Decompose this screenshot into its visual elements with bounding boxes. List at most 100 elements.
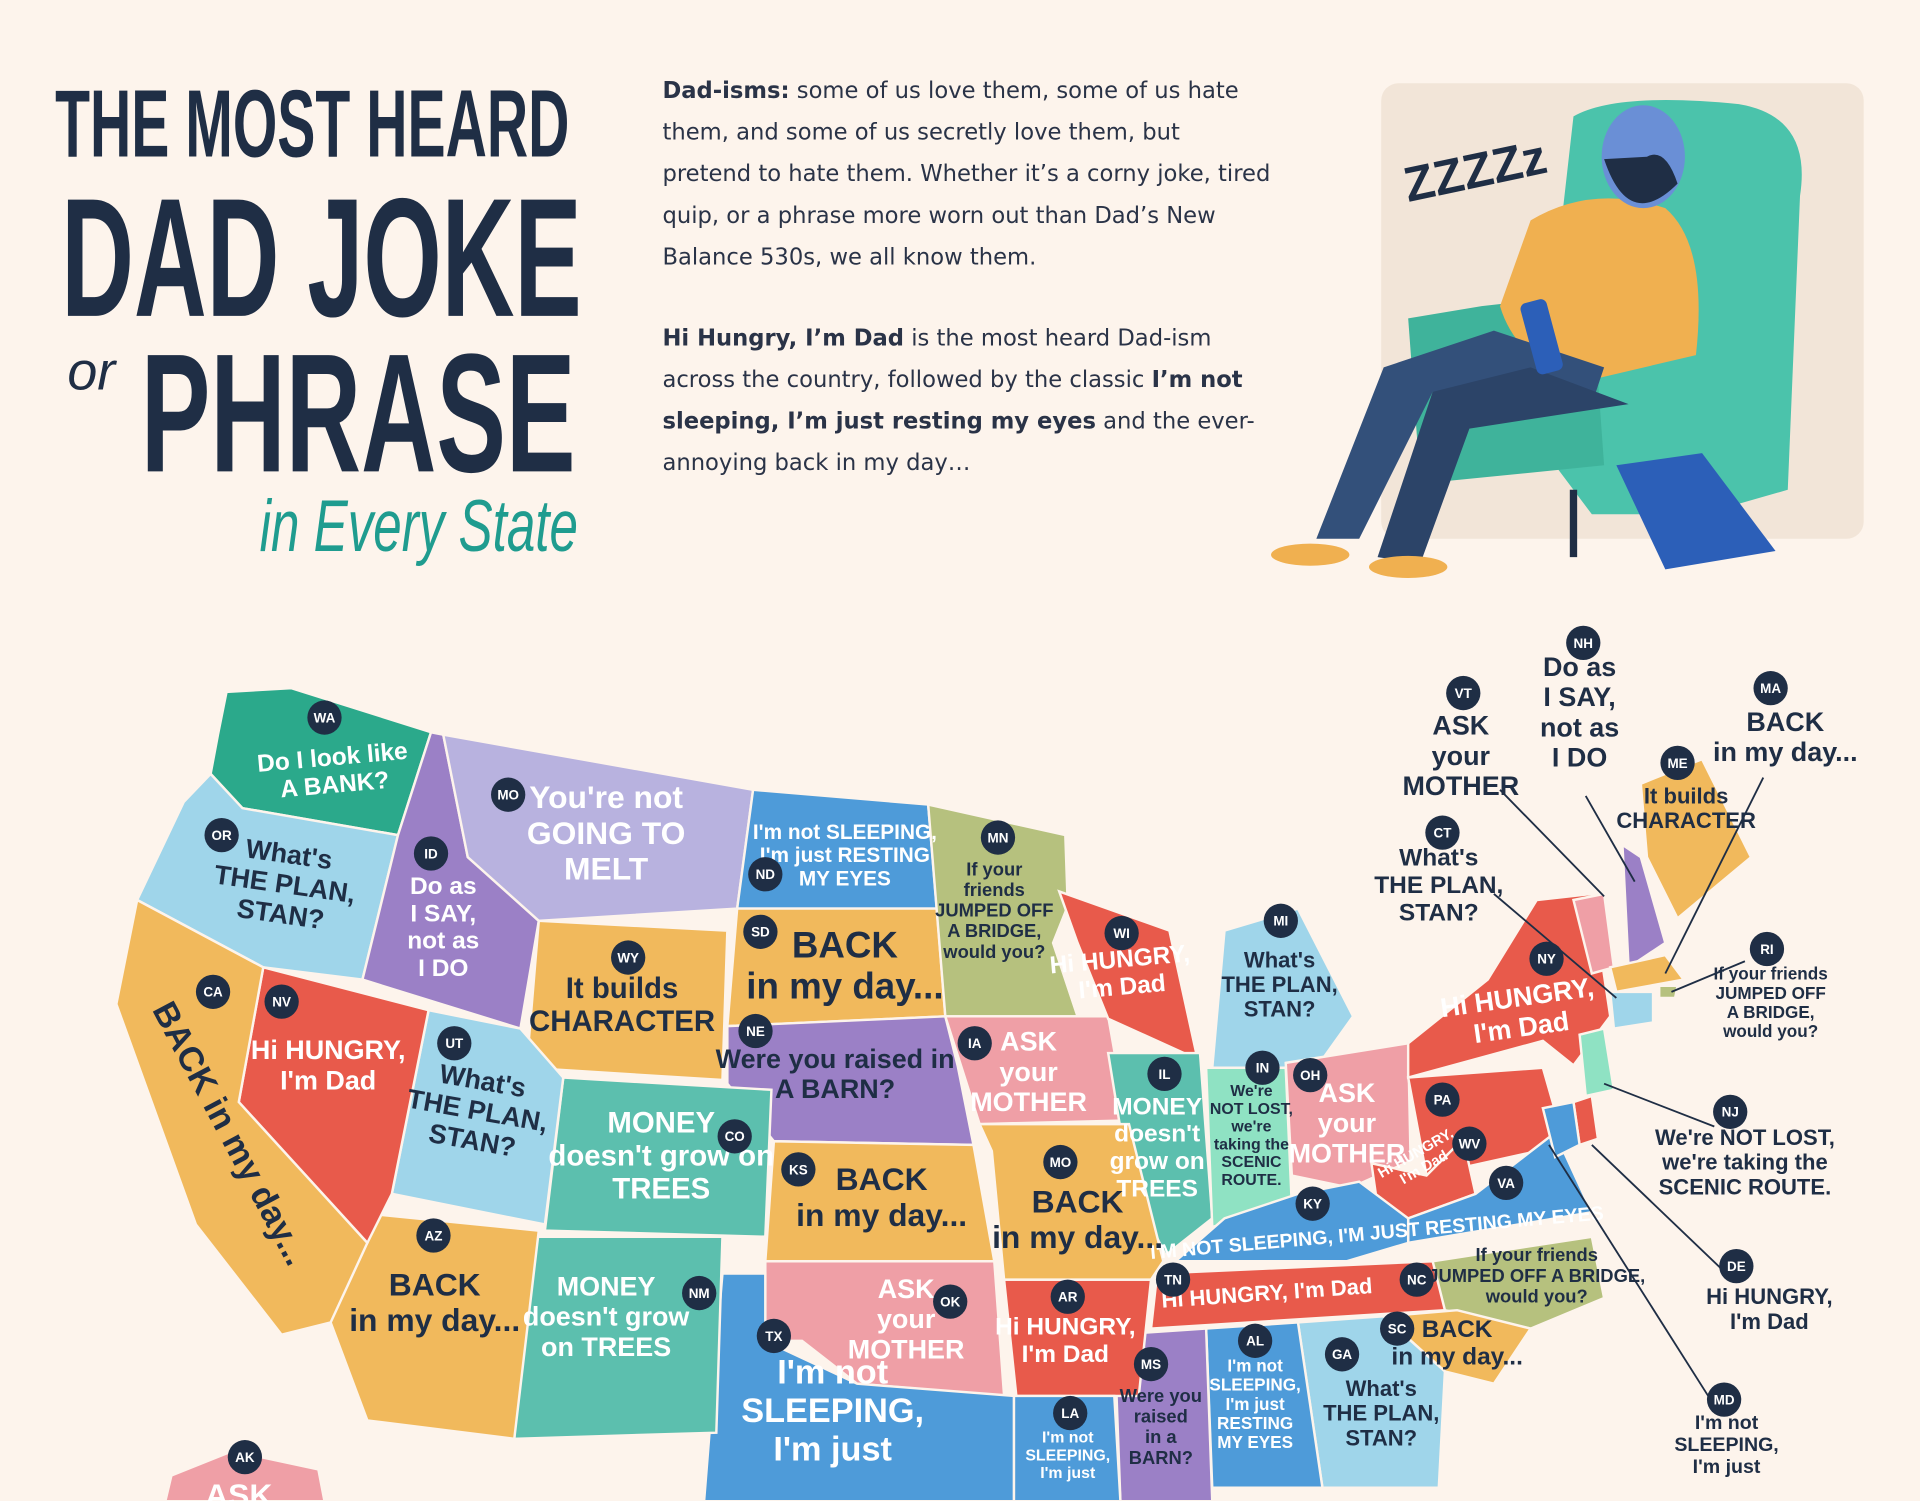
phrase-line: I'm just [1040,1465,1096,1482]
phrase-line: MOTHER [848,1334,965,1364]
phrase-line: MONEY [1112,1093,1202,1120]
phrase-line: taking the [1214,1136,1289,1153]
state-shape [1608,953,1686,994]
state-shape [525,919,729,1082]
state-abbr: ND [756,867,776,882]
state-abbr: AK [235,1450,255,1465]
phrase-line: in my day... [349,1302,520,1338]
phrase-line: If your friends [1714,964,1828,984]
phrase-line: doesn't grow [523,1302,689,1332]
state-badge [437,1026,472,1061]
phrase-line: THE PLAN, [1323,1401,1439,1426]
state-abbr: WV [1459,1137,1481,1152]
state-abbr: MD [1714,1393,1735,1408]
phrase-line: MOTHER [970,1087,1087,1117]
callout-line [1591,1144,1734,1281]
phrase-line: ASK [1432,711,1489,741]
phrase-line: SLEEPING, [1025,1447,1110,1464]
phrase-line: NOT LOST, [1210,1101,1293,1118]
book [1616,453,1776,570]
phrase-line: I'm not [1227,1355,1283,1375]
state-abbr: UT [445,1036,464,1051]
phrase-line: TREES [612,1172,710,1205]
title-line: THE MOST HEARD [55,72,569,178]
state-shapes [115,686,1753,1501]
phrase-line: ROUTE. [1221,1172,1281,1189]
title-line: PHRASE [141,318,576,507]
slipper [1271,543,1350,566]
phrase-line: in my day... [1713,737,1858,767]
state-shape [977,1122,1165,1281]
phrase-line: I'm Dad [1730,1309,1809,1334]
phrase-line: in my day... [796,1197,967,1233]
state-abbr: MS [1141,1357,1161,1372]
state-badge [611,940,646,975]
phrase-line: I'm just RESTING [760,844,930,867]
phrase-line: would you? [1722,1021,1818,1041]
state-badge [743,914,778,949]
title-line: DAD JOKE [61,163,581,352]
phrase-line: your [1432,741,1491,771]
phrase-line: friends [964,879,1025,900]
title-subline: in Every State [260,484,578,567]
phrase-line: What's [1346,1376,1417,1401]
state-abbr: VT [1455,686,1473,701]
state-abbr: IN [1256,1061,1269,1076]
state-phrase: Hi HUNGRY,I'm Dad [251,1035,406,1095]
phrase-line: I'm just [1225,1394,1285,1414]
state-abbr: DE [1727,1259,1746,1274]
state-abbr: SC [1388,1321,1407,1336]
phrase-line: I SAY, [1543,682,1615,712]
state-shape [115,898,369,1337]
phrase-line: I DO [418,955,468,982]
intro-run: and the ever-annoying back in my day… [662,408,1255,477]
callout-line [1493,893,1617,999]
phrase-line: JUMPED OFF [935,900,1053,921]
phrase-line: A BARN? [775,1074,895,1104]
state-badge [1104,915,1139,951]
phrase-line: grow on [1110,1148,1205,1175]
state-badge [1050,1279,1085,1314]
state-badge [1155,1262,1191,1297]
phrase-line: we're [1230,1119,1271,1136]
phrase-line: TREES [1116,1176,1198,1203]
state-abbr: AL [1246,1334,1264,1349]
state-phrase: Hi HUNGRY,I'm Dad [1706,1284,1833,1334]
intro-run: is the most heard Dad-ism across the cou… [662,325,1212,394]
state-abbr: MA [1760,681,1781,696]
phrase-line: Hi HUNGRY, [995,1314,1135,1341]
phrase-line: raised [1134,1406,1188,1427]
phrase-line: You're not [529,779,683,815]
phrase-line: doesn't [1114,1121,1200,1148]
state-shape [1406,892,1612,1080]
intro-run: Hi Hungry, I’m Dad [662,325,905,352]
phrase-line: I SAY, [410,900,476,927]
state-phrase: Hi HUNGRY,I'm Dad [995,1314,1135,1368]
state-badge [717,1119,752,1154]
state-badge [957,1026,992,1061]
phrase-line: I'm not [1695,1412,1759,1434]
state-badge [413,836,449,871]
state-abbr: ME [1667,756,1687,771]
illustration: ZZZZz [1271,83,1864,578]
state-badge [682,1275,717,1311]
phrase-line: CHARACTER [1616,808,1756,833]
title-line: or [67,341,117,401]
phrase-line: I'm not [1042,1429,1094,1446]
intro-paragraph: Hi Hungry, I’m Dad is the most heard Dad… [662,318,1274,485]
state-abbr: VA [1497,1176,1515,1191]
state-abbr: TN [1164,1273,1182,1288]
state-abbr: WA [314,710,336,725]
